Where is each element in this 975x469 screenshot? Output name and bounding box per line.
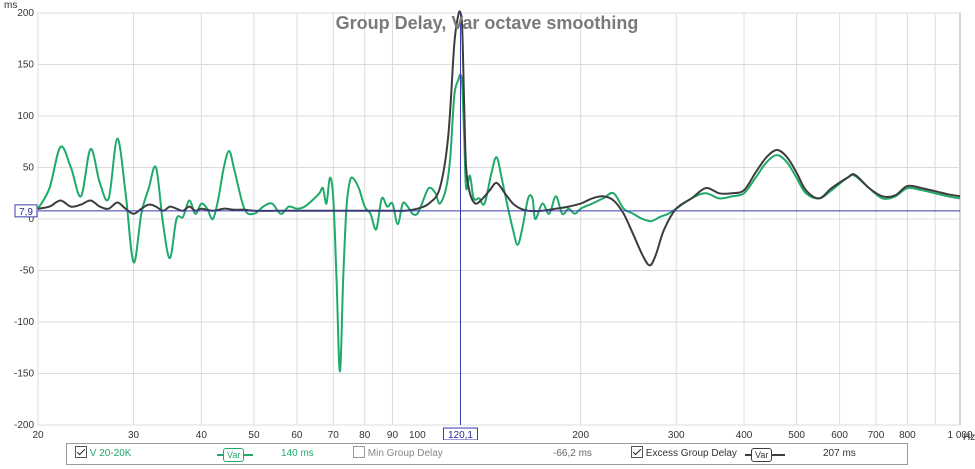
- v20-20k-checkbox[interactable]: [75, 446, 87, 458]
- y-tick-label: -200: [14, 420, 34, 431]
- min-group-delay-label: Min Group Delay: [367, 448, 443, 459]
- x-tick-label: 200: [572, 430, 589, 440]
- x-tick-label: 1 000: [947, 430, 972, 440]
- cursor-y-readout: 7,9: [19, 207, 33, 218]
- y-axis-unit: ms: [4, 0, 17, 11]
- legend-item-min-group-delay[interactable]: Min Group Delay: [353, 444, 443, 464]
- legend-item-v20-20k[interactable]: V 20-20K: [75, 444, 131, 464]
- x-axis-ticks: 20 30 40 50 60 70 80 90 100 200 300 400 500 600 700 800…: [32, 430, 973, 440]
- group-delay-chart[interactable]: 20 30 40 50 60 70 80 90 100 200 300 400 500 600 700 800…: [0, 0, 975, 440]
- excess-group-delay-label: Excess Group Delay: [645, 448, 737, 459]
- x-tick-label: 400: [736, 430, 753, 440]
- v20-20k-value: 140 ms: [281, 448, 314, 459]
- y-tick-label: 150: [17, 60, 34, 71]
- x-tick-label: 40: [196, 430, 208, 440]
- x-tick-label: 100: [409, 430, 426, 440]
- x-axis-unit: Hz: [963, 432, 975, 440]
- excess-group-delay-smoothing-button[interactable]: Var: [751, 448, 773, 462]
- excess-group-delay-checkbox[interactable]: [631, 446, 643, 458]
- y-tick-label: -150: [14, 369, 34, 380]
- v20-20k-label: V 20-20K: [89, 448, 132, 459]
- x-tick-label: 90: [387, 430, 399, 440]
- x-tick-label: 50: [248, 430, 260, 440]
- x-tick-label: 70: [328, 430, 340, 440]
- x-tick-label: 60: [291, 430, 303, 440]
- y-tick-label: -50: [20, 266, 35, 277]
- x-tick-label: 600: [831, 430, 848, 440]
- x-tick-label: 700: [868, 430, 885, 440]
- grid-lines: [37, 12, 960, 426]
- min-group-delay-checkbox[interactable]: [353, 446, 365, 458]
- y-tick-label: -100: [14, 317, 34, 328]
- series-lines: [37, 10, 961, 373]
- series-v20-20k-line: [37, 73, 961, 373]
- cursor[interactable]: 7,9 120,1: [14, 13, 960, 440]
- legend-item-excess-group-delay[interactable]: Excess Group Delay: [631, 444, 737, 464]
- cursor-x-readout-box: [442, 427, 478, 440]
- excess-group-delay-value: 207 ms: [823, 448, 856, 459]
- legend-bar: V 20-20K Var 140 ms Min Group Delay -66,…: [66, 443, 908, 465]
- series-excess-group-delay-line: [37, 10, 961, 267]
- y-tick-label: 50: [23, 163, 35, 174]
- chart-title: Group Delay, Var octave smoothing: [336, 13, 639, 33]
- y-tick-label: 100: [17, 111, 34, 122]
- x-tick-label: 800: [899, 430, 916, 440]
- cursor-x-readout: 120,1: [448, 430, 473, 440]
- y-tick-label: 0: [28, 214, 34, 225]
- x-tick-label: 300: [668, 430, 685, 440]
- y-axis-ticks: 200 150 100 50 0 -50 -100 -150 -200: [14, 8, 34, 431]
- x-tick-label: 500: [788, 430, 805, 440]
- x-tick-label: 20: [32, 430, 44, 440]
- v20-20k-smoothing-button[interactable]: Var: [223, 448, 245, 462]
- x-tick-label: 30: [128, 430, 140, 440]
- cursor-y-readout-box: [14, 204, 38, 218]
- x-tick-label: 80: [359, 430, 371, 440]
- y-tick-label: 200: [17, 8, 34, 19]
- min-group-delay-value: -66,2 ms: [553, 448, 592, 459]
